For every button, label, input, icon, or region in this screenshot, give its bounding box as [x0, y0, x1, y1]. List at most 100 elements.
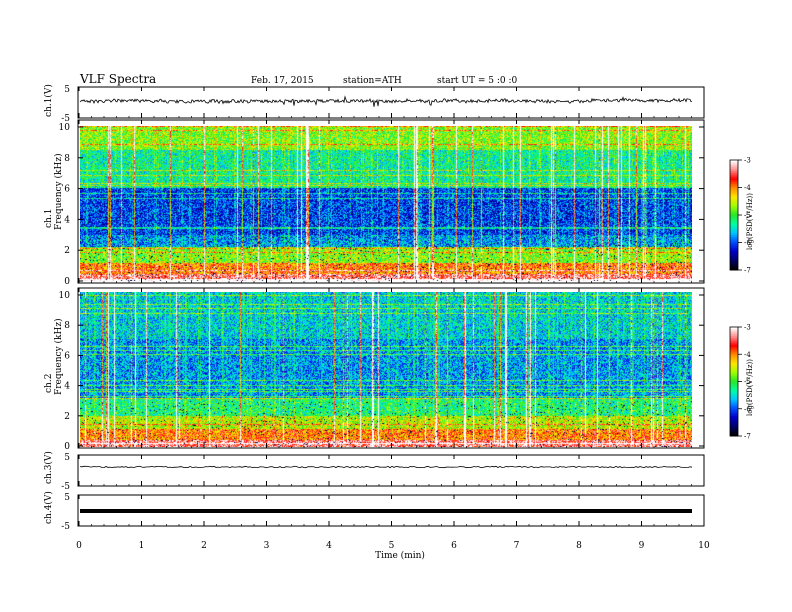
colorbar-segment	[730, 194, 738, 198]
x-tick-label: 2	[201, 541, 207, 551]
freq-tick-label: 6	[64, 185, 70, 195]
ch2-spectrogram-ylabel-freq: Frequency (kHz)	[53, 318, 64, 395]
freq-tick-label: 0	[64, 277, 70, 287]
colorbar-segment	[730, 434, 738, 437]
colorbar-segment	[730, 392, 738, 395]
ch4-ylabel: ch.4(V)	[43, 491, 54, 524]
ch1-ytick-bottom: -5	[61, 114, 70, 124]
colorbar-segment	[730, 213, 738, 216]
x-tick-label: 3	[264, 541, 270, 551]
colorbar-segment	[730, 211, 738, 214]
colorbar-segment	[730, 359, 738, 363]
ch4-ytick-top: 5	[64, 493, 70, 503]
colorbar-segment	[730, 328, 738, 332]
colorbar-segment	[730, 207, 738, 210]
colorbar-segment	[730, 180, 738, 183]
freq-tick-label: 10	[59, 291, 71, 301]
colorbar-segment	[730, 374, 738, 377]
colorbar-tick-label: -7	[744, 433, 751, 441]
ch3-waveform-line	[79, 465, 693, 469]
colorbar-segment	[730, 352, 738, 355]
colorbar-segment	[730, 388, 738, 392]
colorbar-tick-label: -7	[744, 267, 751, 275]
colorbar-segment	[730, 368, 738, 372]
colorbar-segment	[730, 163, 738, 166]
colorbar-segment	[730, 240, 738, 243]
colorbar-segment	[730, 337, 738, 341]
ch1-ylabel: ch.1(V)	[43, 84, 54, 117]
freq-tick-label: 10	[59, 123, 71, 133]
ch2-spectrogram-ylabel-channel: ch.2	[44, 374, 54, 393]
x-axis-label: Time (min)	[375, 550, 425, 561]
colorbar-segment	[730, 249, 738, 253]
colorbar-segment	[730, 383, 738, 386]
colorbar-segment	[730, 330, 738, 333]
colorbar-segment	[730, 430, 738, 433]
colorbar-segment	[730, 385, 738, 388]
colorbar-segment	[730, 339, 738, 343]
colorbar-segment	[730, 167, 738, 170]
ch4-ytick-bottom: -5	[61, 522, 70, 532]
colorbar-segment	[730, 357, 738, 361]
colorbar-segment	[730, 187, 738, 190]
ch1-waveform-line	[79, 95, 693, 107]
freq-tick-label: 0	[64, 442, 70, 452]
colorbar-segment	[730, 428, 738, 432]
freq-tick-label: 4	[64, 382, 70, 392]
colorbar-segment	[730, 414, 738, 417]
colorbar-segment	[730, 215, 738, 218]
colorbar-segment	[730, 417, 738, 421]
colorbar-tick-label: -3	[744, 324, 751, 332]
colorbar-segment	[730, 425, 738, 428]
colorbar-segment	[730, 226, 738, 229]
colorbar-segment	[730, 189, 738, 192]
x-tick-label: 8	[576, 541, 582, 551]
colorbar-segment	[730, 172, 738, 176]
colorbar-tick-label: -6	[744, 239, 751, 247]
ch1-spectrogram-ylabel-channel: ch.1	[44, 209, 54, 228]
colorbar-segment	[730, 238, 738, 242]
colorbar-segment	[730, 248, 738, 251]
freq-tick-label: 8	[64, 321, 70, 331]
colorbar-segment	[730, 235, 738, 238]
freq-tick-label: 6	[64, 351, 70, 361]
freq-tick-label: 2	[64, 412, 70, 422]
x-tick-label: 6	[451, 541, 457, 551]
colorbar-segment	[730, 350, 738, 353]
colorbar-segment	[730, 348, 738, 352]
colorbar-segment	[730, 227, 738, 231]
freq-tick-label: 4	[64, 215, 70, 225]
colorbar-segment	[730, 176, 738, 179]
colorbar-segment	[730, 257, 738, 260]
colorbar-segment	[730, 233, 738, 236]
colorbar-segment	[730, 266, 738, 269]
colorbar-segment	[730, 426, 738, 430]
colorbar-segment	[730, 327, 738, 330]
colorbar-segment	[730, 379, 738, 382]
colorbar-segment	[730, 205, 738, 209]
colorbar-segment	[730, 363, 738, 366]
colorbar-segment	[730, 376, 738, 379]
colorbar-segment	[730, 229, 738, 232]
colorbar-segment	[730, 174, 738, 177]
colorbar-segment	[730, 406, 738, 410]
colorbar-segment	[730, 419, 738, 422]
colorbar-segment	[730, 160, 738, 163]
x-tick-label: 9	[639, 541, 645, 551]
figure-title: VLF Spectra	[79, 72, 156, 86]
colorbar-segment	[730, 334, 738, 337]
ch1-ytick-top: 5	[64, 85, 70, 95]
colorbar-segment	[730, 178, 738, 181]
x-tick-label: 0	[76, 541, 82, 551]
colorbar-segment	[730, 365, 738, 368]
colorbar-segment	[730, 231, 738, 234]
colorbar-segment	[730, 218, 738, 221]
colorbar-segment	[730, 251, 738, 254]
colorbar-segment	[730, 209, 738, 212]
colorbar-tick-label: -5	[744, 378, 751, 386]
colorbar-segment	[730, 183, 738, 187]
colorbar-segment	[730, 169, 738, 172]
colorbar-tick-label: -6	[744, 405, 751, 413]
colorbar-segment	[730, 216, 738, 220]
colorbar-segment	[730, 423, 738, 426]
